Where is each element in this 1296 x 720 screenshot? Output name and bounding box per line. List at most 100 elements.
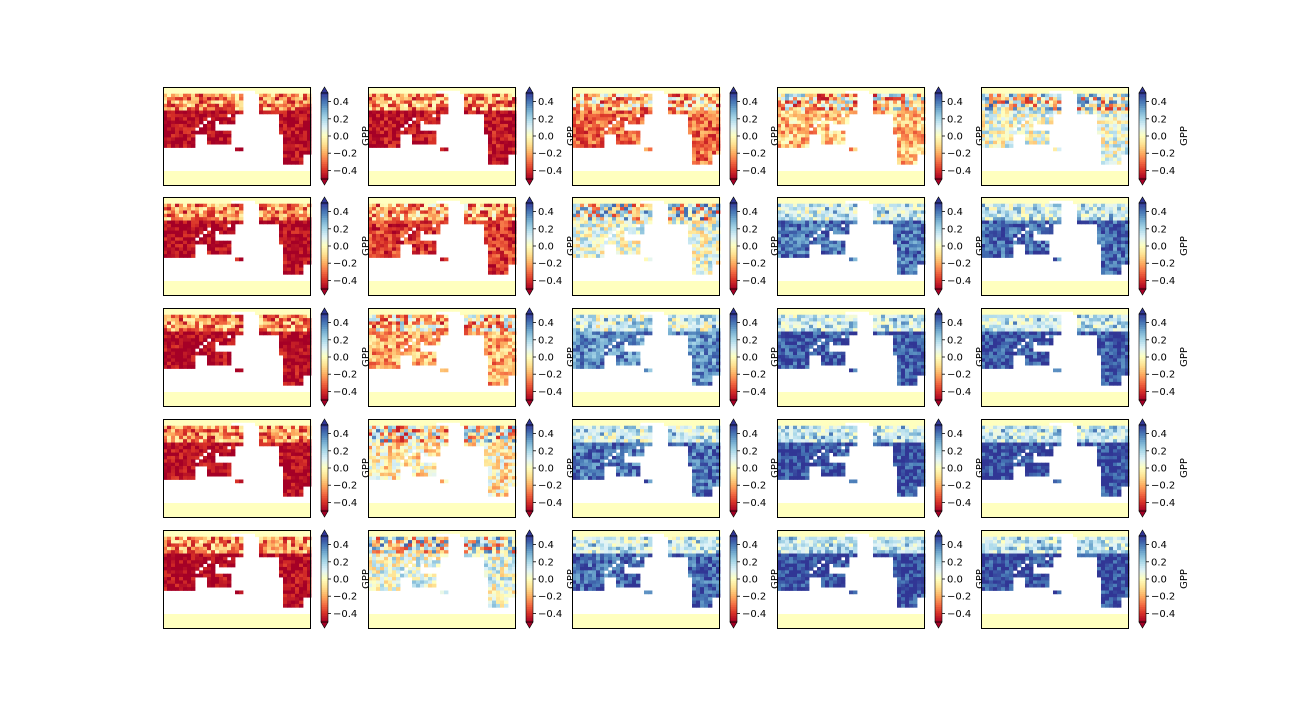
grid-cell <box>809 224 813 228</box>
grid-cell <box>789 207 793 211</box>
grid-cell <box>793 237 797 241</box>
grid-cell <box>1117 137 1121 141</box>
grid-cell <box>692 251 696 255</box>
grid-cell <box>235 94 239 98</box>
grid-cell <box>167 200 171 204</box>
colorbar-segment <box>526 231 533 233</box>
grid-cell <box>712 107 716 111</box>
grid-cell <box>668 210 672 214</box>
grid-cell <box>817 217 821 221</box>
grid-cell <box>255 200 259 204</box>
grid-cell <box>372 104 376 108</box>
grid-cell <box>889 221 893 225</box>
grid-cell <box>688 131 692 135</box>
grid-cell <box>648 94 652 98</box>
colorbar-segment <box>526 227 533 229</box>
grid-cell <box>704 131 708 135</box>
colorbar-segment <box>321 125 328 127</box>
colorbar-segment <box>1139 140 1146 142</box>
grid-cell <box>708 217 712 221</box>
grid-cell <box>211 251 215 255</box>
grid-cell <box>821 221 825 225</box>
grid-cell <box>476 221 480 225</box>
grid-cell <box>684 100 688 104</box>
grid-cell <box>400 97 404 101</box>
grid-cell <box>672 217 676 221</box>
grid-cell <box>833 137 837 141</box>
grid-cell <box>997 127 1001 131</box>
grid-cell <box>1057 107 1061 111</box>
grid-cell <box>219 227 223 231</box>
grid-cell <box>287 100 291 104</box>
grid-cell <box>183 100 187 104</box>
grid-cell <box>231 204 235 208</box>
grid-cell <box>805 214 809 218</box>
grid-cell <box>781 224 785 228</box>
colorbar-tick-label: −0.2 <box>1151 149 1175 160</box>
grid-cell <box>171 134 175 138</box>
colorbar-segment <box>730 220 737 222</box>
grid-cell <box>195 221 199 225</box>
grid-cell <box>215 207 219 211</box>
grid-cell <box>500 154 504 158</box>
grid-cell <box>223 107 227 111</box>
grid-cell <box>376 224 380 228</box>
grid-cell <box>299 137 303 141</box>
grid-cell <box>985 107 989 111</box>
grid-cell <box>396 254 400 258</box>
grid-cell <box>708 268 712 272</box>
grid-cell <box>588 200 592 204</box>
grid-cell <box>488 271 492 275</box>
grid-cell <box>917 227 921 231</box>
grid-cell <box>191 127 195 131</box>
grid-cell <box>877 107 881 111</box>
grid-cell <box>396 237 400 241</box>
grid-cell <box>468 111 472 115</box>
grid-cell <box>841 137 845 141</box>
grid-cell <box>191 114 195 118</box>
grid-cell <box>488 241 492 245</box>
grid-cell <box>396 231 400 235</box>
colorbar-segment <box>1139 166 1146 168</box>
grid-cell <box>267 107 271 111</box>
grid-cell <box>712 131 716 135</box>
grid-cell <box>612 210 616 214</box>
grid-cell <box>299 100 303 104</box>
grid-cell <box>508 231 512 235</box>
grid-cell <box>592 94 596 98</box>
grid-cell <box>420 210 424 214</box>
grid-cell <box>299 200 303 204</box>
grid-cell <box>712 251 716 255</box>
colorbar: 0.40.20.0−0.2−0.4GPP <box>526 87 577 185</box>
grid-cell <box>492 127 496 131</box>
grid-cell <box>1105 144 1109 148</box>
grid-cell <box>175 227 179 231</box>
grid-cell <box>636 134 640 138</box>
grid-cell <box>837 97 841 101</box>
grid-cell <box>199 237 203 241</box>
grid-cell <box>1029 117 1033 121</box>
grid-cell <box>295 141 299 145</box>
grid-cell <box>207 204 211 208</box>
colorbar-extend-max <box>730 87 737 93</box>
grid-cell <box>700 90 704 94</box>
grid-cell <box>396 214 400 218</box>
grid-cell <box>295 200 299 204</box>
grid-cell <box>496 111 500 115</box>
grid-cell <box>692 221 696 225</box>
grid-cell <box>299 147 303 151</box>
grid-cell <box>468 107 472 111</box>
grid-cell <box>1013 94 1017 98</box>
grid-cell <box>640 104 644 108</box>
grid-cell <box>712 224 716 228</box>
grid-cell <box>416 207 420 211</box>
colorbar-segment <box>526 222 533 224</box>
colorbar-segment <box>730 227 737 229</box>
grid-cell <box>211 124 215 128</box>
colorbar-segment <box>321 248 328 250</box>
grid-cell <box>684 200 688 204</box>
grid-cell <box>789 137 793 141</box>
grid-cell <box>428 104 432 108</box>
grid-cell <box>592 234 596 238</box>
grid-cell <box>388 207 392 211</box>
